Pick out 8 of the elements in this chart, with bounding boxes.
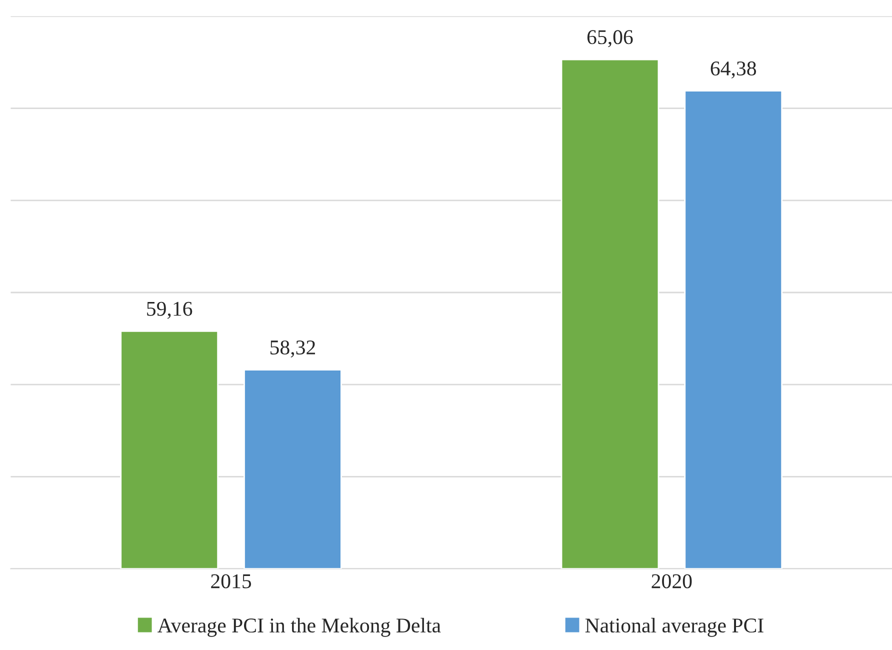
data-label: 65,06 <box>587 30 633 48</box>
legend-label: Average PCI in the Mekong Delta <box>158 618 441 637</box>
x-tick-label: 2020 <box>652 574 692 588</box>
data-label: 58,32 <box>270 340 316 358</box>
data-label: 64,38 <box>710 61 756 78</box>
data-label: 59,16 <box>147 302 192 319</box>
legend-label: National average PCI <box>585 618 764 637</box>
x-tick-label: 2015 <box>211 574 252 588</box>
